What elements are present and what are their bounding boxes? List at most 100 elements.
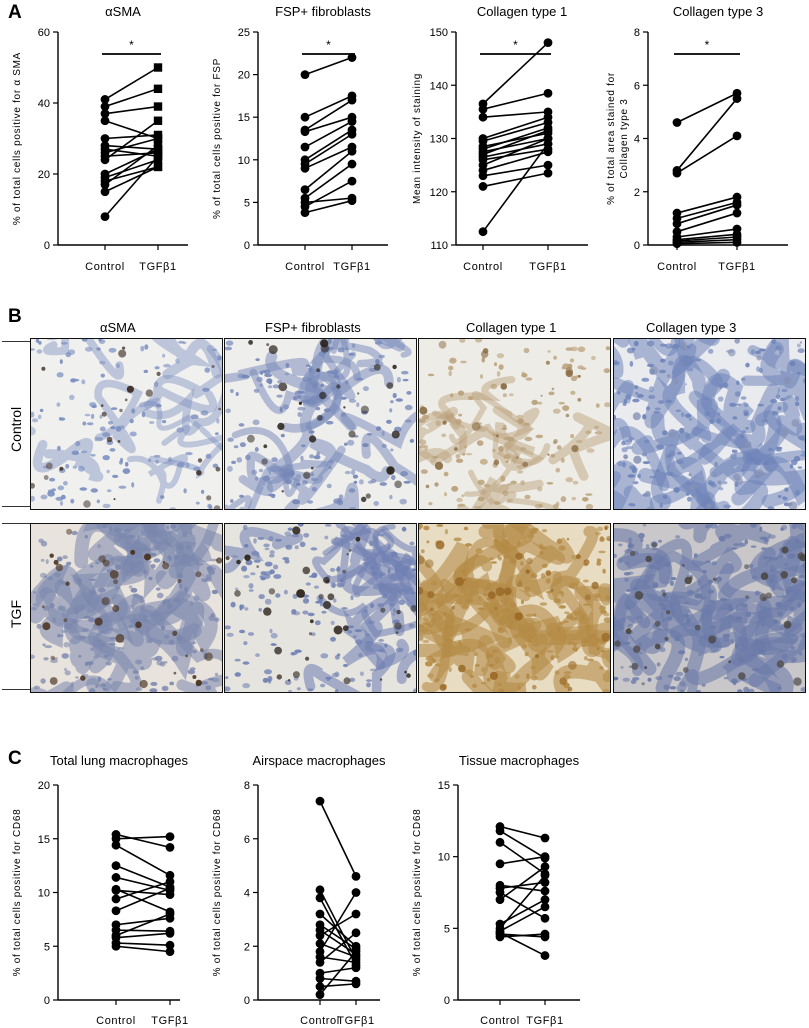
cell-nucleus <box>614 359 618 364</box>
cell-nucleus <box>598 550 606 554</box>
cell-nucleus <box>102 503 111 508</box>
stain-deposit <box>113 498 116 501</box>
cell-nucleus <box>31 418 39 423</box>
cell-nucleus <box>641 377 650 382</box>
cell-nucleus <box>494 362 497 367</box>
cell-nucleus <box>427 673 434 678</box>
cell-nucleus <box>517 541 521 546</box>
cell-nucleus <box>268 385 273 389</box>
stain-deposit <box>360 405 369 414</box>
pair-line <box>319 951 357 996</box>
stain-deposit <box>601 632 610 642</box>
stain-deposit <box>666 374 671 378</box>
cell-nucleus <box>453 537 462 542</box>
stain-deposit <box>664 636 669 641</box>
cell-nucleus <box>334 671 340 678</box>
cell-nucleus <box>800 454 805 457</box>
row-label-control: Control <box>8 406 24 452</box>
data-point-control <box>111 834 121 844</box>
cell-nucleus <box>581 640 588 644</box>
cell-nucleus <box>481 666 485 673</box>
cell-nucleus <box>100 373 106 378</box>
pair-line <box>104 66 159 101</box>
stain-deposit <box>705 503 712 509</box>
cell-nucleus <box>234 658 241 662</box>
cell-nucleus <box>491 649 499 654</box>
pair-line <box>499 931 546 957</box>
cell-nucleus <box>497 682 502 687</box>
cell-nucleus <box>635 616 643 619</box>
cell-nucleus <box>78 654 82 658</box>
cell-nucleus <box>284 531 292 537</box>
stain-deposit <box>487 591 496 599</box>
stain-deposit <box>80 675 86 681</box>
data-point-treated <box>540 913 550 923</box>
cell-nucleus <box>558 545 566 551</box>
cell-nucleus <box>775 345 782 351</box>
cell-nucleus <box>677 451 682 455</box>
stain-deposit <box>540 394 543 397</box>
cell-nucleus <box>680 412 685 418</box>
cell-nucleus <box>273 564 279 570</box>
y-tick-label: 15 <box>438 780 450 792</box>
pair-line <box>115 864 171 888</box>
x-tick-label: TGFβ1 <box>333 261 370 273</box>
data-point-treated <box>165 928 175 938</box>
cell-nucleus <box>422 414 430 420</box>
pair-line <box>104 144 159 186</box>
cell-nucleus <box>309 454 315 459</box>
pair-line <box>319 897 357 966</box>
cell-nucleus <box>419 524 424 529</box>
cell-nucleus <box>785 589 792 594</box>
y-tick-label: 25 <box>238 27 250 39</box>
cell-nucleus <box>708 348 714 354</box>
micrograph-texture <box>419 524 610 692</box>
cell-nucleus <box>705 560 711 563</box>
cell-nucleus <box>204 367 211 373</box>
stain-deposit <box>504 587 512 596</box>
stain-deposit <box>693 475 698 479</box>
cell-nucleus <box>738 542 746 547</box>
cell-nucleus <box>520 599 525 605</box>
cell-nucleus <box>788 536 796 539</box>
cell-nucleus <box>744 538 748 545</box>
cell-nucleus <box>56 372 64 378</box>
tissue-strand <box>430 421 536 470</box>
cell-nucleus <box>364 561 370 566</box>
stain-deposit <box>355 536 361 542</box>
cell-nucleus <box>595 403 600 408</box>
stain-deposit <box>310 466 314 470</box>
cell-nucleus <box>330 582 336 588</box>
cell-nucleus <box>430 580 438 586</box>
stain-deposit <box>689 484 696 491</box>
cell-nucleus <box>205 685 212 691</box>
pair-line <box>115 945 171 953</box>
stain-deposit <box>173 671 177 675</box>
stain-deposit <box>323 601 331 609</box>
stain-deposit <box>373 363 381 371</box>
stain-deposit <box>419 406 428 415</box>
cell-nucleus <box>803 378 805 384</box>
cell-nucleus <box>334 654 340 660</box>
pair-line <box>115 917 171 926</box>
cell-nucleus <box>248 589 254 592</box>
stain-deposit <box>427 591 435 599</box>
data-point-control <box>495 837 505 847</box>
cell-nucleus <box>679 681 686 687</box>
cell-nucleus <box>367 480 374 484</box>
stain-deposit <box>651 542 657 548</box>
panel-b-col-title: FSP+ fibroblasts <box>265 320 361 335</box>
cell-nucleus <box>616 391 621 395</box>
cell-nucleus <box>148 576 153 581</box>
data-point-control <box>111 941 121 951</box>
stain-deposit <box>112 605 120 612</box>
cell-nucleus <box>179 583 183 589</box>
cell-nucleus <box>114 564 121 571</box>
cell-nucleus <box>134 675 140 680</box>
stain-deposit <box>482 348 489 354</box>
chart-title: Tissue macrophages <box>459 753 580 768</box>
cell-nucleus <box>711 561 717 566</box>
panel-label-a: A <box>8 2 22 23</box>
cell-nucleus <box>311 477 318 482</box>
cell-nucleus <box>585 493 593 496</box>
